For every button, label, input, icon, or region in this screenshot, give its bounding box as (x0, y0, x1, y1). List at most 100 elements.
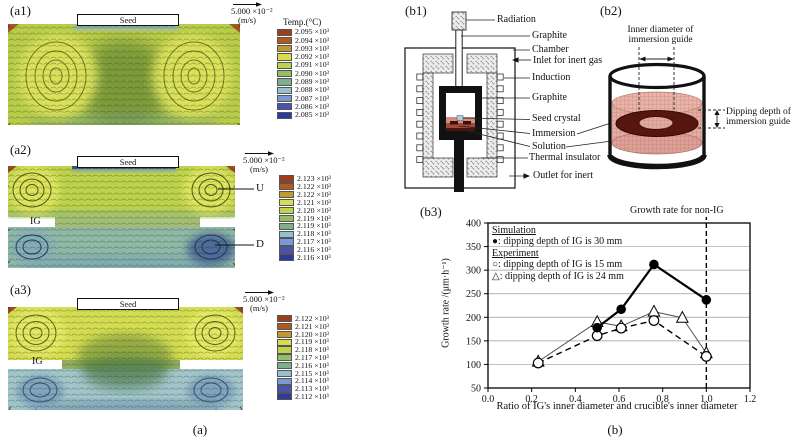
temp-legend-row: 2.117 ×10³ (279, 238, 331, 246)
growth-rate-chart: 0.0 0.2 0.4 0.6 0.8 1.0 1.2 50 100 150 200 250 300 35… (466, 217, 757, 405)
dipping-depth-label: Dipping depth of immersion guide (726, 107, 791, 127)
panel-a3-label: (a3) (10, 282, 31, 297)
label-radiation: Radiation (497, 14, 536, 25)
temp-legend-swatch (277, 315, 292, 323)
temp-legend-row: 2.088 ×10³ (277, 86, 329, 94)
legend-simulation-header: Simulation (492, 225, 536, 236)
temp-legend-value: 2.120 ×10³ (295, 329, 330, 339)
temp-legend-swatch (277, 94, 292, 103)
data-point-open-circle (648, 315, 660, 326)
temp-legend-value: 2.116 ×10³ (295, 360, 329, 370)
x-tick-label: 0.6 (613, 394, 626, 405)
legend-exp-15mm: ○: dipping depth of IG is 15 mm (492, 259, 623, 271)
temp-legend-a3: 2.122 ×10³ 2.121 ×10³ 2.120 ×10³ 2.119 ×10³… (277, 315, 329, 401)
seed-text: Seed (119, 157, 137, 167)
label-seed-crystal: Seed crystal (532, 113, 581, 124)
velocity-scale-a2: 5.000 ×10⁻² (m/s) (243, 150, 285, 174)
velocity-arrow-icon (245, 290, 274, 295)
temp-legend-swatch (277, 86, 292, 94)
data-point-open-circle (700, 351, 712, 362)
temp-legend-row: 2.116 ×10³ (279, 254, 331, 262)
label-chamber: Chamber (532, 44, 569, 55)
ig-label-a3: IG (32, 356, 43, 367)
temp-legend-swatch (277, 385, 292, 393)
temp-legend-row: 2.121 ×10³ (279, 198, 331, 207)
x-tick-label: 1.2 (744, 394, 757, 405)
temp-legend-value: 2.117 ×10³ (297, 237, 331, 247)
y-tick-label: 300 (466, 266, 481, 277)
temp-legend-row: 2.115 ×10³ (277, 368, 329, 378)
temp-legend-value: 2.091 ×10³ (295, 60, 330, 70)
temp-legend-swatch (277, 393, 292, 401)
label-induction: Induction (532, 72, 571, 83)
seed-label-a1: Seed (77, 14, 179, 26)
temp-legend-value: 2.117 ×10³ (295, 352, 329, 362)
temp-legend-row: 2.119 ×10³ (277, 338, 329, 346)
temp-legend-value: 2.118 ×10³ (297, 229, 331, 239)
data-point-filled-circle (592, 322, 602, 333)
y-tick-label: 350 (466, 242, 481, 253)
temp-legend-swatch (279, 230, 294, 238)
temp-legend-swatch (277, 111, 292, 119)
induction-coils (416, 73, 504, 164)
temp-legend-swatch (277, 70, 292, 78)
panel-b2-label: (b2) (600, 3, 622, 18)
label-solution: Solution (532, 141, 566, 152)
temp-legend-value: 2.122 ×10³ (297, 181, 332, 191)
inlet-arrow-icon (512, 57, 519, 63)
temp-legend-swatch (277, 362, 292, 370)
data-point-filled-circle (701, 295, 712, 305)
temp-legend-swatch (279, 246, 294, 254)
temp-legend-row: 2.119 ×10³ (279, 222, 331, 230)
x-tick-label: 0.8 (656, 394, 669, 405)
y-tick-label: 400 (466, 219, 481, 230)
velocity-scale-a1: 5.000 ×10⁻² (m/s) (231, 1, 273, 25)
temp-legend-value: 2.095 ×10³ (295, 27, 330, 37)
temp-legend-row: 2.089 ×10³ (277, 78, 329, 86)
velocity-scale-value: 5.000 ×10⁻² (231, 6, 273, 16)
velocity-scale-value: 5.000 ×10⁻² (243, 294, 285, 304)
label-graphite-crucible: Graphite (532, 92, 567, 103)
temp-legend-row: 2.118 ×10³ (279, 230, 331, 238)
velocity-scale-value: 5.000 ×10⁻² (243, 155, 285, 165)
temp-legend-value: 2.116 ×10³ (297, 245, 331, 255)
temp-legend-swatch (279, 175, 294, 183)
temp-legend-value: 2.089 ×10³ (295, 77, 330, 87)
chart-ylabel: Growth rate /(μm·h⁻¹) (440, 258, 452, 348)
velocity-arrow-icon (245, 151, 274, 156)
temp-legend-a1: 2.095 ×10³ 2.094 ×10³ 2.093 ×10³ 2.092 ×10³… (277, 28, 329, 119)
temp-legend-swatch (277, 354, 292, 362)
velocity-scale-unit: (m/s) (250, 303, 268, 313)
temp-legend-row: 2.093 ×10³ (277, 45, 329, 53)
temp-legend-swatch (277, 36, 292, 45)
temp-legend-value: 2.116 ×10³ (297, 252, 331, 262)
data-point-filled-circle (649, 259, 659, 270)
temp-legend-value: 2.120 ×10³ (297, 205, 332, 215)
temp-legend-row: 2.112 ×10³ (277, 393, 329, 401)
temp-legend-row: 2.092 ×10³ (277, 53, 329, 61)
radiation-block (451, 11, 467, 31)
temp-legend-value: 2.122 ×10³ (295, 314, 330, 323)
outlet-arrow-icon (523, 173, 530, 179)
legend-exp-24mm: △: dipping depth of IG is 24 mm (492, 270, 624, 282)
seed-text: Seed (119, 299, 137, 309)
a2-annotation-lines (215, 188, 254, 246)
temp-legend-row: 2.085 ×10³ (277, 111, 329, 119)
temp-legend-swatch (279, 214, 294, 222)
flow-field-a2 (8, 166, 235, 268)
temp-legend-value: 2.112 ×10³ (295, 391, 329, 401)
temp-legend-row: 2.120 ×10³ (279, 205, 332, 215)
temp-legend-value: 2.115 ×10³ (295, 368, 329, 378)
temp-legend-value: 2.118 ×10³ (295, 345, 329, 355)
velocity-scale-a3: 5.000 ×10⁻² (m/s) (243, 289, 285, 313)
temp-legend-value: 2.090 ×10³ (295, 68, 330, 78)
temp-legend-value: 2.123 ×10³ (297, 174, 332, 184)
temp-legend-value: 2.088 ×10³ (295, 85, 330, 95)
data-point-filled-circle (616, 304, 626, 315)
temp-legend-swatch (277, 369, 292, 378)
temp-legend-swatch (277, 78, 292, 86)
temp-legend-value: 2.087 ×10³ (295, 93, 330, 103)
temp-legend-row: 2.087 ×10³ (277, 93, 330, 103)
temp-legend-value: 2.093 ×10³ (295, 43, 330, 53)
